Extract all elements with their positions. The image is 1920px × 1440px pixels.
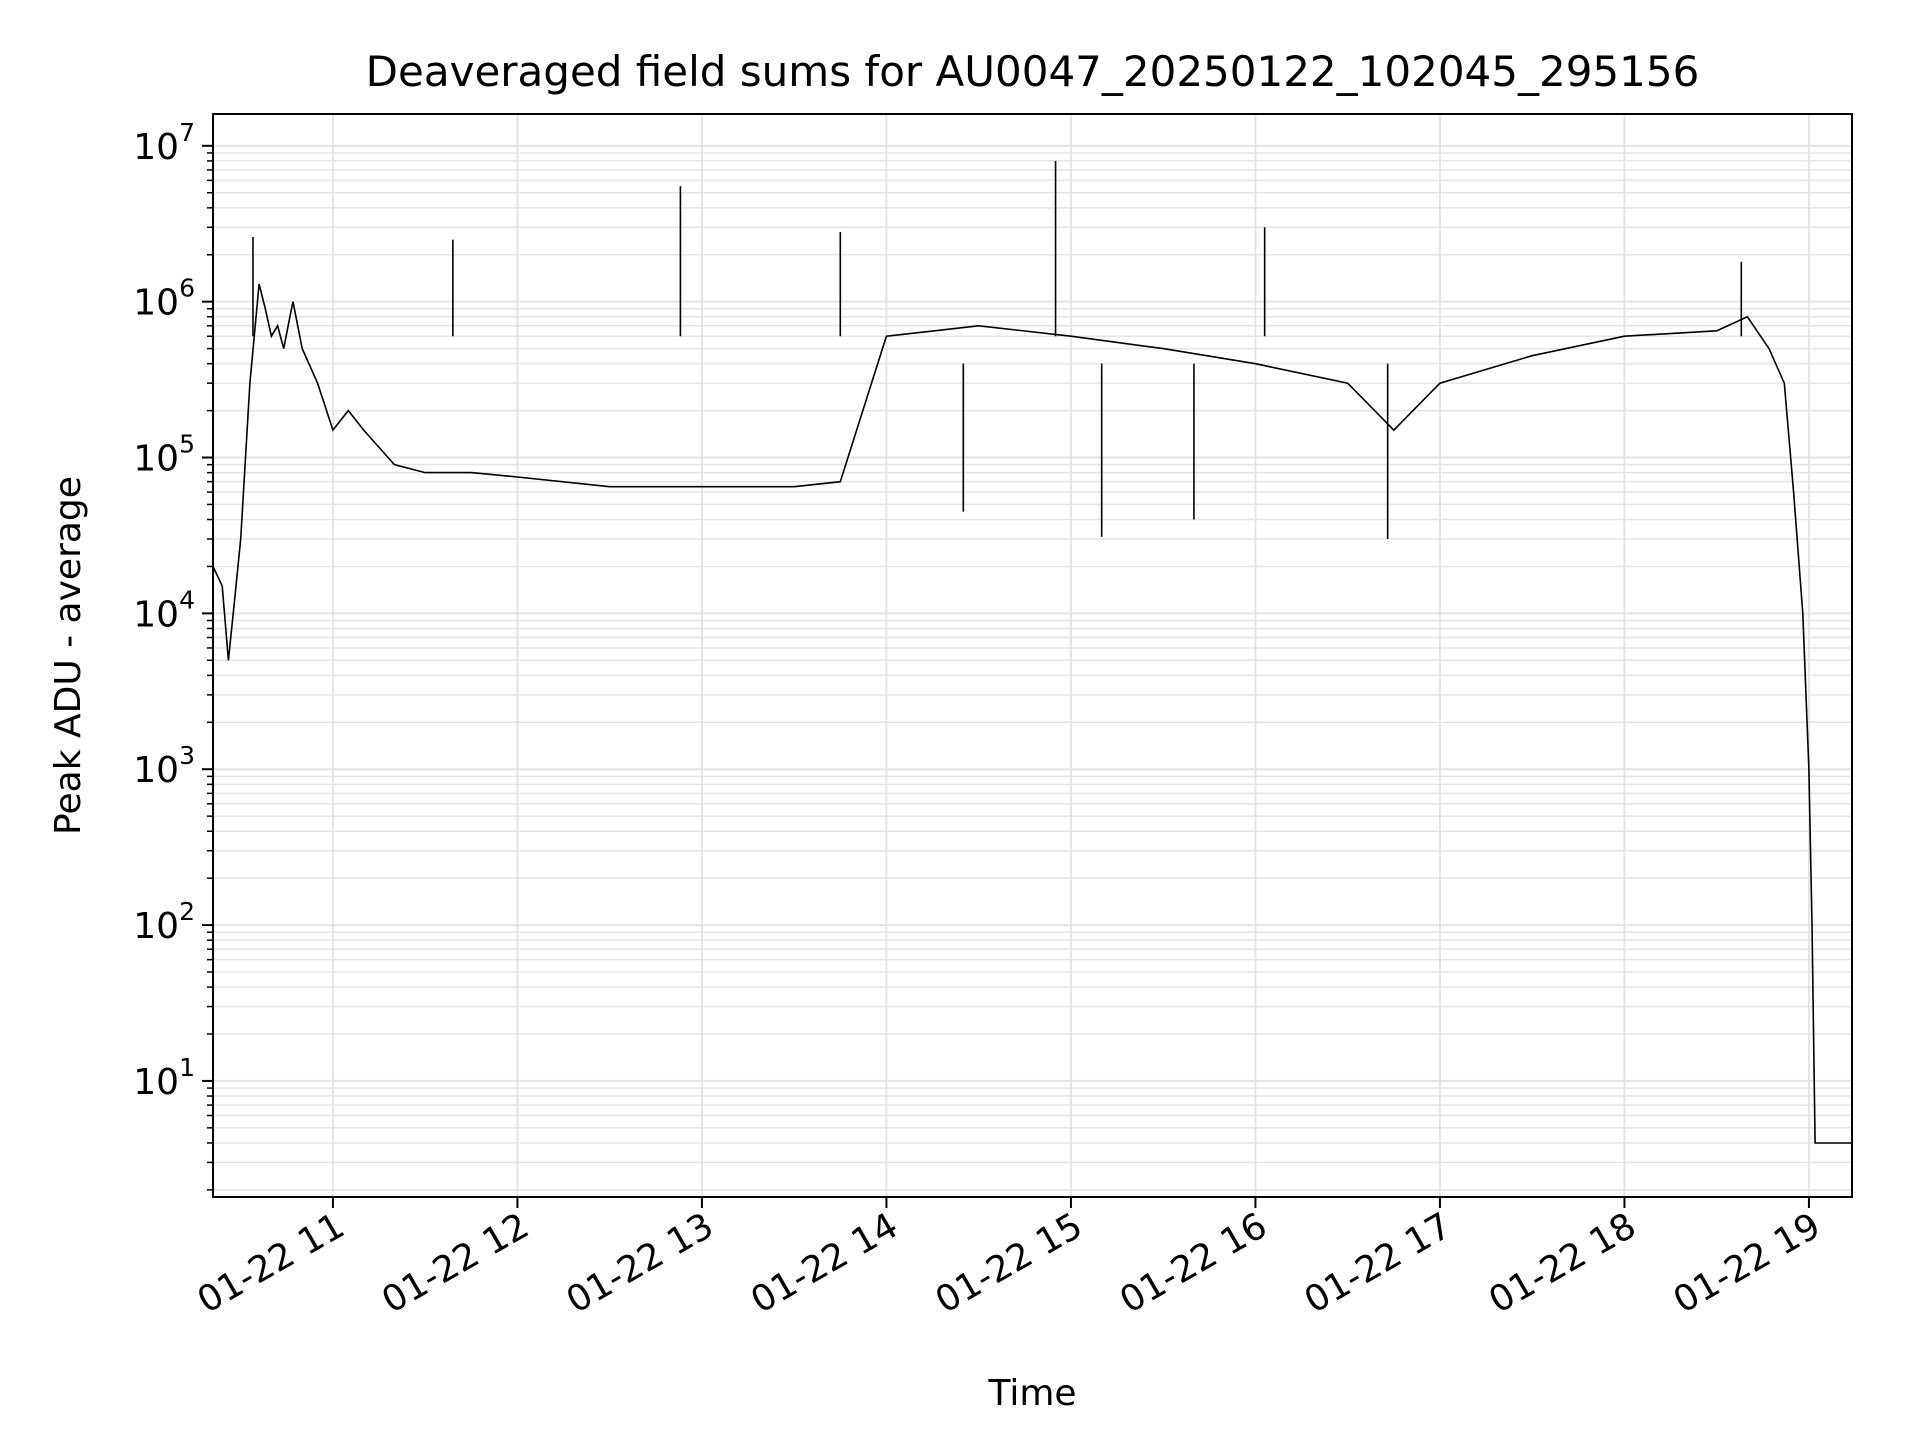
y-tick-exponent: 3 [179, 741, 195, 770]
y-tick-base: 10 [133, 127, 179, 168]
y-tick-exponent: 6 [179, 274, 195, 303]
y-tick-label: 102 [133, 897, 195, 947]
data-line-group [212, 160, 1852, 1144]
y-tick-base: 10 [133, 439, 179, 480]
y-tick-exponent: 5 [179, 430, 195, 459]
y-tick-exponent: 4 [179, 585, 195, 614]
y-tick-base: 10 [133, 906, 179, 947]
grid [213, 114, 1852, 1197]
series-line [212, 283, 1852, 1144]
y-tick-exponent: 7 [179, 118, 195, 147]
y-tick-label: 105 [133, 430, 195, 480]
y-tick-base: 10 [133, 750, 179, 791]
y-tick-label: 104 [133, 585, 195, 635]
y-tick-label: 107 [133, 118, 195, 168]
chart-title: Deaveraged field sums for AU0047_2025012… [366, 47, 1700, 96]
y-tick-label: 103 [133, 741, 195, 791]
y-tick-base: 10 [133, 594, 179, 635]
x-axis-label: Time [987, 1373, 1076, 1414]
axes-frame [212, 113, 1853, 1198]
y-axis-label: Peak ADU - average [48, 476, 89, 835]
y-tick-exponent: 1 [179, 1053, 195, 1082]
y-tick-base: 10 [133, 283, 179, 324]
y-tick-label: 106 [133, 274, 195, 324]
y-tick-label: 101 [133, 1053, 195, 1103]
y-tick-base: 10 [133, 1062, 179, 1103]
y-tick-exponent: 2 [179, 897, 195, 926]
